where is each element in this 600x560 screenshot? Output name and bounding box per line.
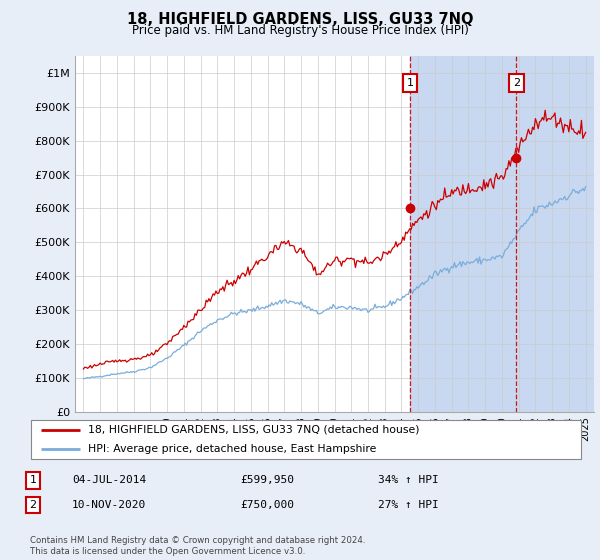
Text: 27% ↑ HPI: 27% ↑ HPI [378,500,439,510]
Text: 2: 2 [29,500,37,510]
Text: £599,950: £599,950 [240,475,294,486]
Text: 1: 1 [29,475,37,486]
Bar [410,56,517,412]
Text: 1: 1 [406,78,413,88]
Text: 10-NOV-2020: 10-NOV-2020 [72,500,146,510]
Text: 34% ↑ HPI: 34% ↑ HPI [378,475,439,486]
Bar [517,56,594,412]
Text: 18, HIGHFIELD GARDENS, LISS, GU33 7NQ: 18, HIGHFIELD GARDENS, LISS, GU33 7NQ [127,12,473,27]
FancyBboxPatch shape [31,420,581,459]
Text: £750,000: £750,000 [240,500,294,510]
Text: 2: 2 [513,78,520,88]
Text: HPI: Average price, detached house, East Hampshire: HPI: Average price, detached house, East… [88,444,376,454]
Text: 04-JUL-2014: 04-JUL-2014 [72,475,146,486]
Text: Price paid vs. HM Land Registry's House Price Index (HPI): Price paid vs. HM Land Registry's House … [131,24,469,37]
Text: Contains HM Land Registry data © Crown copyright and database right 2024.
This d: Contains HM Land Registry data © Crown c… [30,536,365,556]
Text: 18, HIGHFIELD GARDENS, LISS, GU33 7NQ (detached house): 18, HIGHFIELD GARDENS, LISS, GU33 7NQ (d… [88,424,419,435]
